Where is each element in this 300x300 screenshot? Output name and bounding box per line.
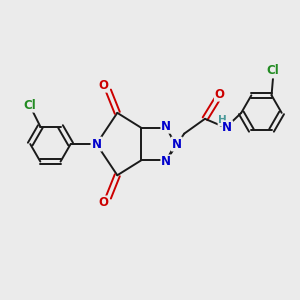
Text: N: N: [222, 121, 232, 134]
Text: N: N: [92, 138, 101, 151]
Text: O: O: [215, 88, 225, 100]
Text: Cl: Cl: [23, 99, 36, 112]
Text: N: N: [161, 120, 171, 133]
Text: N: N: [172, 138, 182, 151]
Text: O: O: [98, 79, 108, 92]
Text: Cl: Cl: [267, 64, 279, 77]
Text: H: H: [218, 115, 227, 125]
Text: O: O: [98, 196, 108, 209]
Text: N: N: [161, 155, 171, 168]
